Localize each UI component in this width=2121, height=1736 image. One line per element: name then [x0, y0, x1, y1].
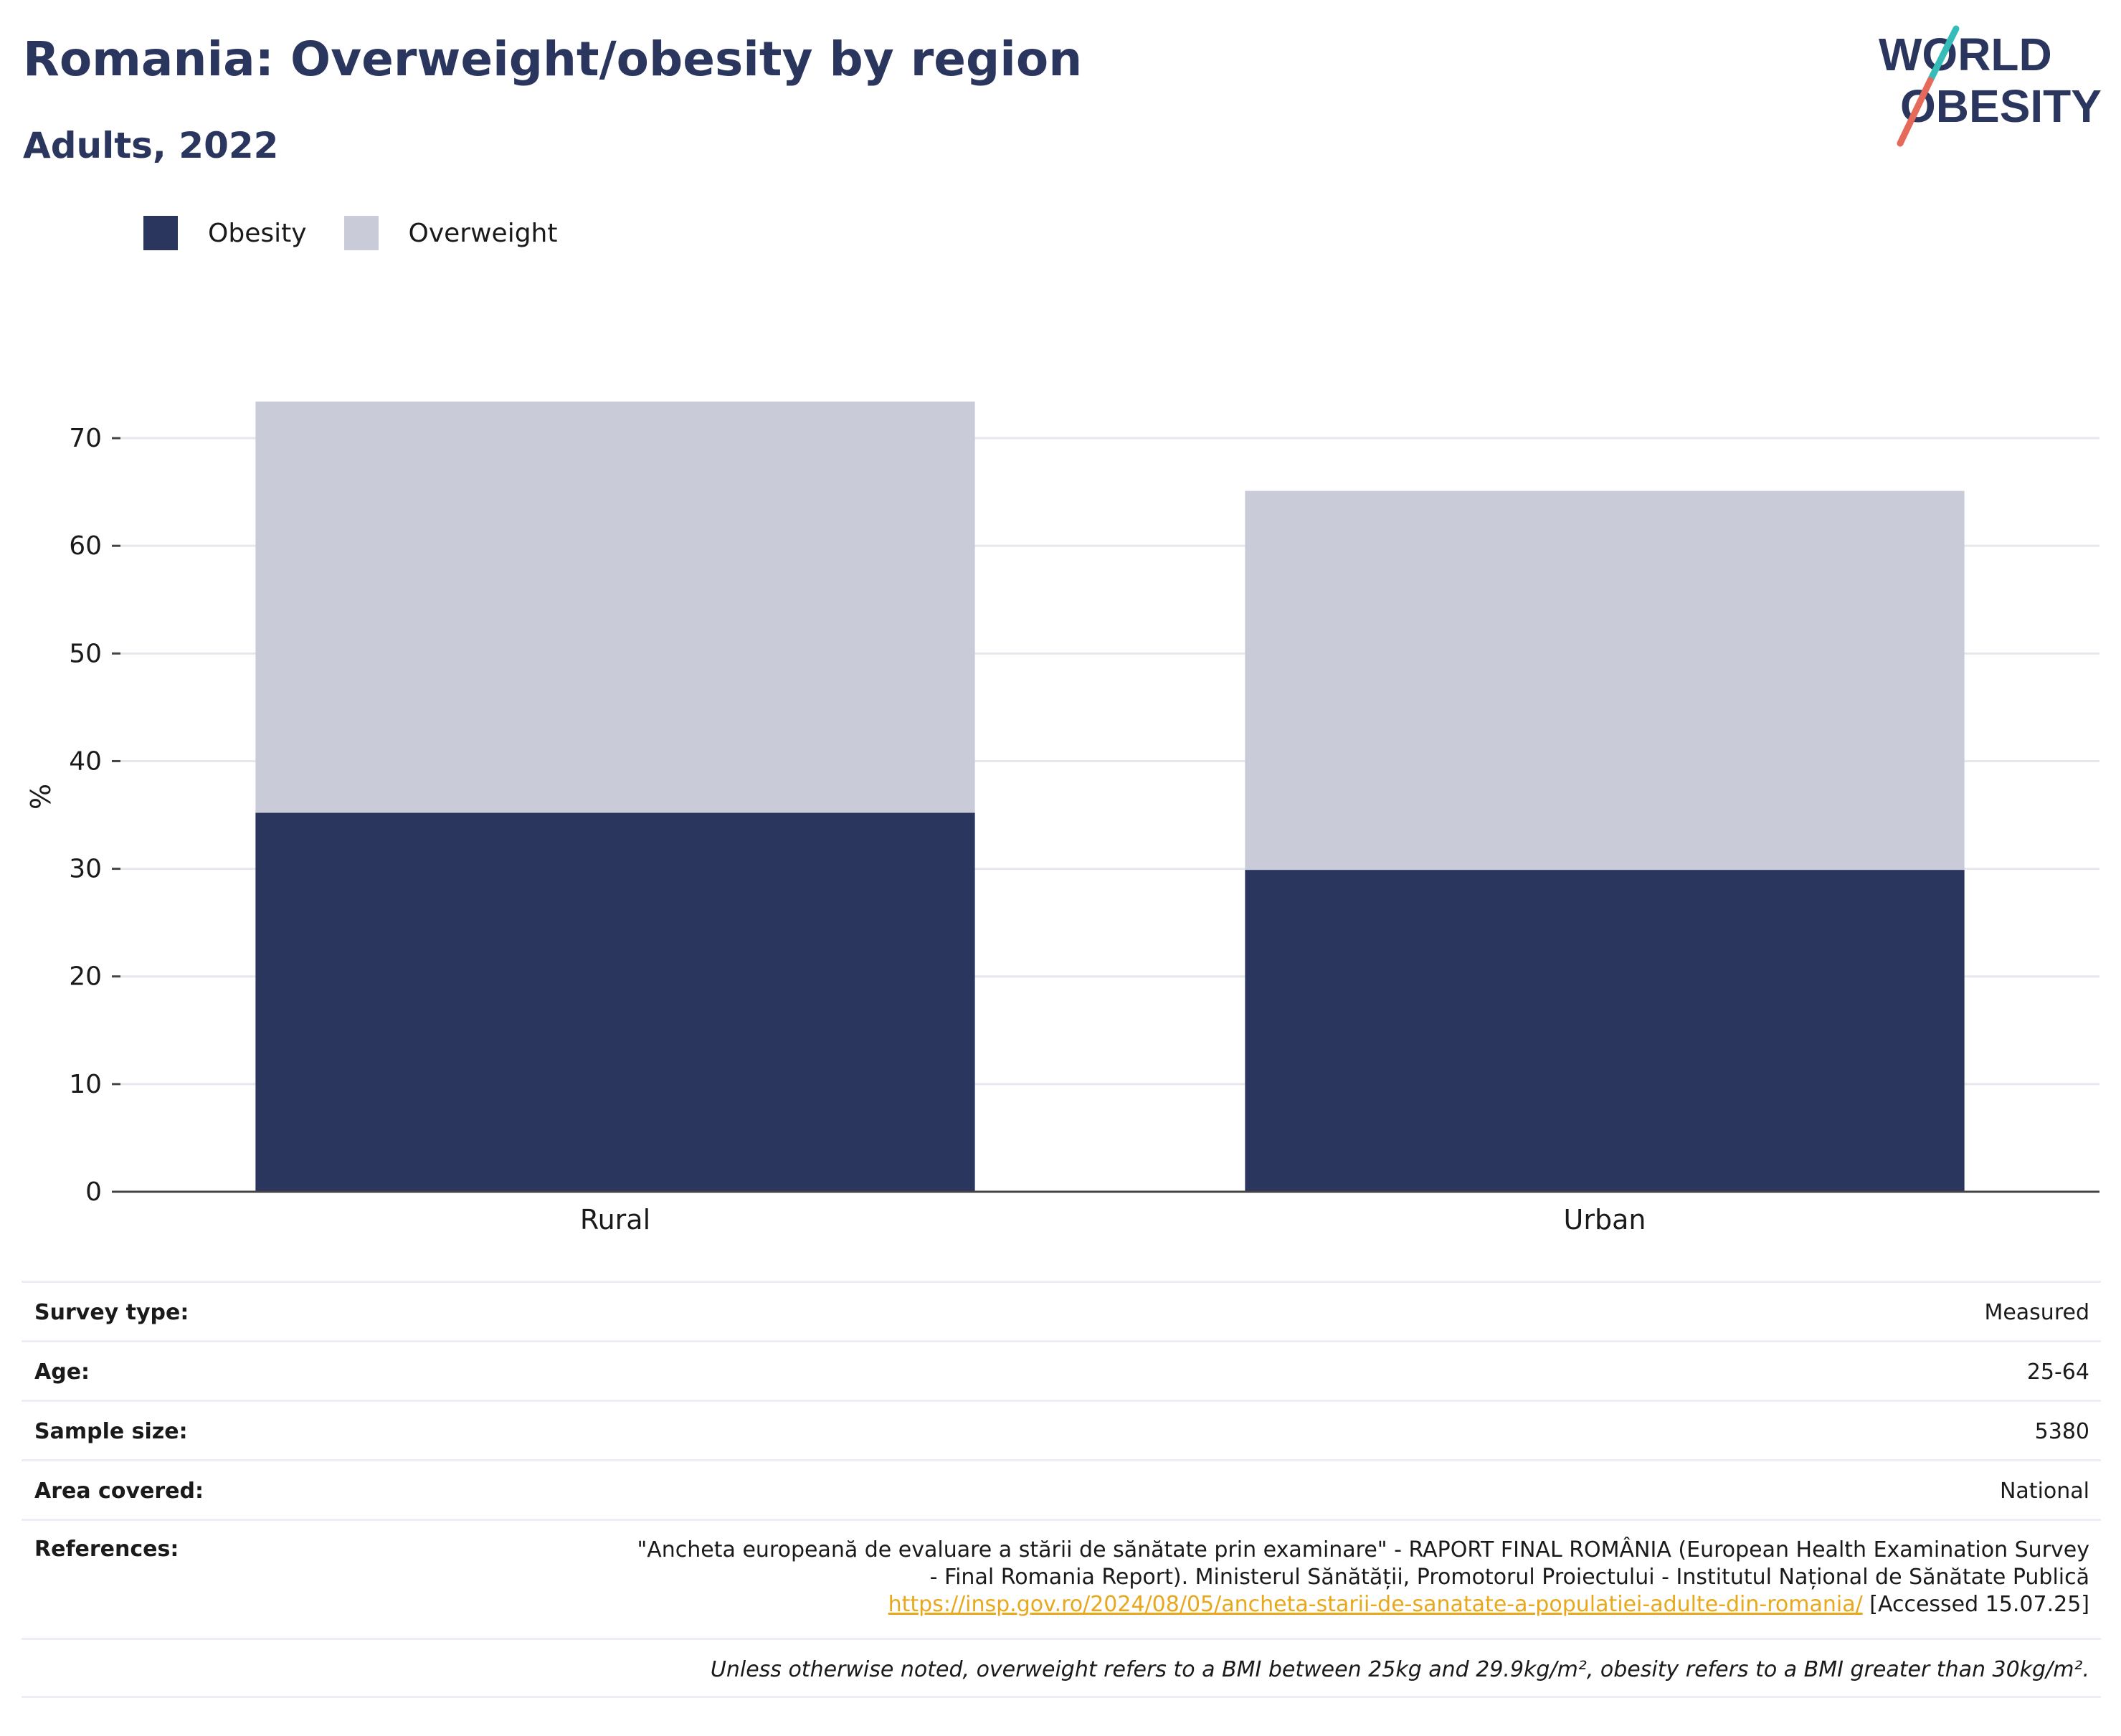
legend-item-obesity[interactable]: Obesity: [143, 216, 307, 250]
meta-row-survey-type: Survey type: Measured: [22, 1281, 2101, 1340]
references-line-3: https://insp.gov.ro/2024/08/05/ancheta-s…: [637, 1591, 2089, 1618]
x-tick-label: Urban: [1564, 1204, 1646, 1235]
meta-key-references: References:: [34, 1537, 179, 1562]
bmi-definition-note: Unless otherwise noted, overweight refer…: [710, 1657, 2089, 1682]
references-line-1: "Ancheta europeană de evaluare a stării …: [637, 1537, 2089, 1562]
logo-slash-teal: [1927, 25, 1960, 84]
y-tick-label: 50: [69, 639, 102, 668]
meta-row-sample-size: Sample size: 5380: [22, 1400, 2101, 1459]
legend-swatch-overweight: [343, 216, 379, 250]
chart-subtitle: Adults, 2022: [23, 125, 279, 166]
logo-text-world: WORLD: [1879, 29, 2052, 80]
references-link[interactable]: https://insp.gov.ro/2024/08/05/ancheta-s…: [888, 1592, 1863, 1617]
meta-value-survey-type: Measured: [1984, 1300, 2089, 1325]
y-tick-label: 60: [69, 531, 102, 561]
meta-key-survey-type: Survey type:: [34, 1300, 189, 1325]
survey-metadata-table: Survey type: Measured Age: 25-64 Sample …: [22, 1281, 2101, 1698]
meta-value-age: 25-64: [2026, 1360, 2089, 1385]
meta-row-age: Age: 25-64: [22, 1340, 2101, 1400]
meta-row-references: References: "Ancheta europeană de evalua…: [22, 1519, 2101, 1638]
y-tick-label: 70: [69, 424, 102, 453]
references-line-2: - Final Romania Report). Ministerul Sănă…: [929, 1565, 2089, 1590]
y-tick-label: 20: [69, 962, 102, 992]
bar-overweight-rural: [255, 402, 975, 813]
chart-title: Romania: Overweight/obesity by region: [23, 32, 1083, 87]
axes-layer: 0 10 20 30 40 50 60 70% Rural Urban: [25, 424, 2099, 1235]
meta-value-sample-size: 5380: [2034, 1419, 2089, 1444]
legend-swatch-obesity: [143, 216, 178, 250]
bar-overweight-urban: [1245, 490, 1965, 871]
y-tick-label: 0: [85, 1177, 102, 1207]
meta-key-age: Age:: [34, 1360, 90, 1385]
meta-key-area-covered: Area covered:: [34, 1479, 204, 1504]
legend-label-overweight: Overweight: [408, 218, 558, 248]
meta-row-area-covered: Area covered: National: [22, 1459, 2101, 1519]
stacked-bar-chart: 0 10 20 30 40 50 60 70% Rural Urban: [25, 402, 2099, 1235]
bar-obesity-urban: [1245, 870, 1965, 1192]
logo-text-obesity: OBESITY: [1900, 80, 2102, 132]
y-tick-label: 40: [69, 746, 102, 776]
world-obesity-logo: WORLD OBESITY: [1879, 25, 2102, 147]
bars-layer: [255, 402, 1965, 1192]
logo-slash-coral: [1897, 77, 1934, 147]
legend-label-obesity: Obesity: [208, 218, 307, 248]
legend-item-overweight[interactable]: Overweight: [343, 216, 558, 250]
y-axis-label: %: [25, 784, 57, 810]
x-tick-label: Rural: [580, 1204, 650, 1235]
y-tick-label: 10: [69, 1070, 102, 1099]
meta-row-note: Unless otherwise noted, overweight refer…: [22, 1638, 2101, 1698]
references-accessed: [Accessed 15.07.25]: [1862, 1592, 2089, 1617]
meta-value-area-covered: National: [1999, 1479, 2089, 1504]
meta-value-references: "Ancheta europeană de evaluare a stării …: [637, 1537, 2089, 1618]
meta-key-sample-size: Sample size:: [34, 1419, 188, 1444]
bar-obesity-rural: [255, 812, 975, 1192]
y-tick-label: 30: [69, 855, 102, 884]
chart-legend: Obesity Overweight: [143, 215, 594, 251]
